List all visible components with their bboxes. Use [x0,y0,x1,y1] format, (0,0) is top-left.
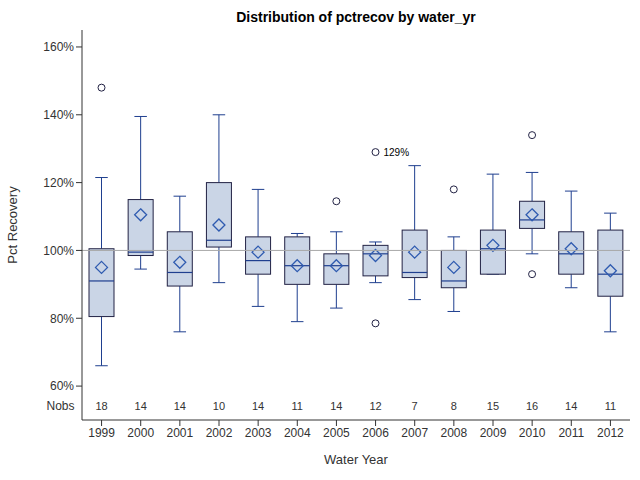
svg-text:2011: 2011 [558,426,584,440]
svg-text:8: 8 [451,400,457,412]
svg-text:2002: 2002 [206,426,233,440]
svg-text:2010: 2010 [519,426,546,440]
svg-text:2004: 2004 [284,426,311,440]
svg-text:2000: 2000 [127,426,154,440]
svg-text:14: 14 [565,400,577,412]
svg-text:2012: 2012 [597,426,624,440]
svg-text:129%: 129% [384,147,410,158]
svg-text:2009: 2009 [480,426,507,440]
svg-text:14: 14 [330,400,342,412]
svg-text:14: 14 [174,400,186,412]
html-text:Distribution of pctrecov by wa: Distribution of pctrecov by water_yr [236,9,476,25]
svg-text:2006: 2006 [362,426,389,440]
svg-text:2005: 2005 [323,426,350,440]
svg-text:2003: 2003 [245,426,272,440]
svg-text:14: 14 [135,400,147,412]
svg-text:80%: 80% [50,312,74,326]
svg-text:11: 11 [292,400,303,412]
svg-text:100%: 100% [43,244,74,258]
svg-text:140%: 140% [43,108,74,122]
svg-text:2001: 2001 [167,426,194,440]
svg-text:Water Year: Water Year [324,452,389,467]
svg-text:11: 11 [605,400,616,412]
svg-text:15: 15 [487,400,499,412]
svg-text:12: 12 [369,400,381,412]
svg-text:160%: 160% [43,40,74,54]
svg-text:Pct Recovery: Pct Recovery [8,186,20,264]
svg-text:7: 7 [412,400,418,412]
svg-text:120%: 120% [43,176,74,190]
svg-text:1999: 1999 [88,426,115,440]
svg-text:10: 10 [213,400,225,412]
svg-text:2007: 2007 [401,426,428,440]
svg-text:2008: 2008 [441,426,468,440]
svg-text:14: 14 [252,400,264,412]
svg-text:60%: 60% [50,379,74,393]
svg-text:Nobs: Nobs [46,399,74,413]
svg-text:16: 16 [526,400,538,412]
svg-text:18: 18 [95,400,107,412]
